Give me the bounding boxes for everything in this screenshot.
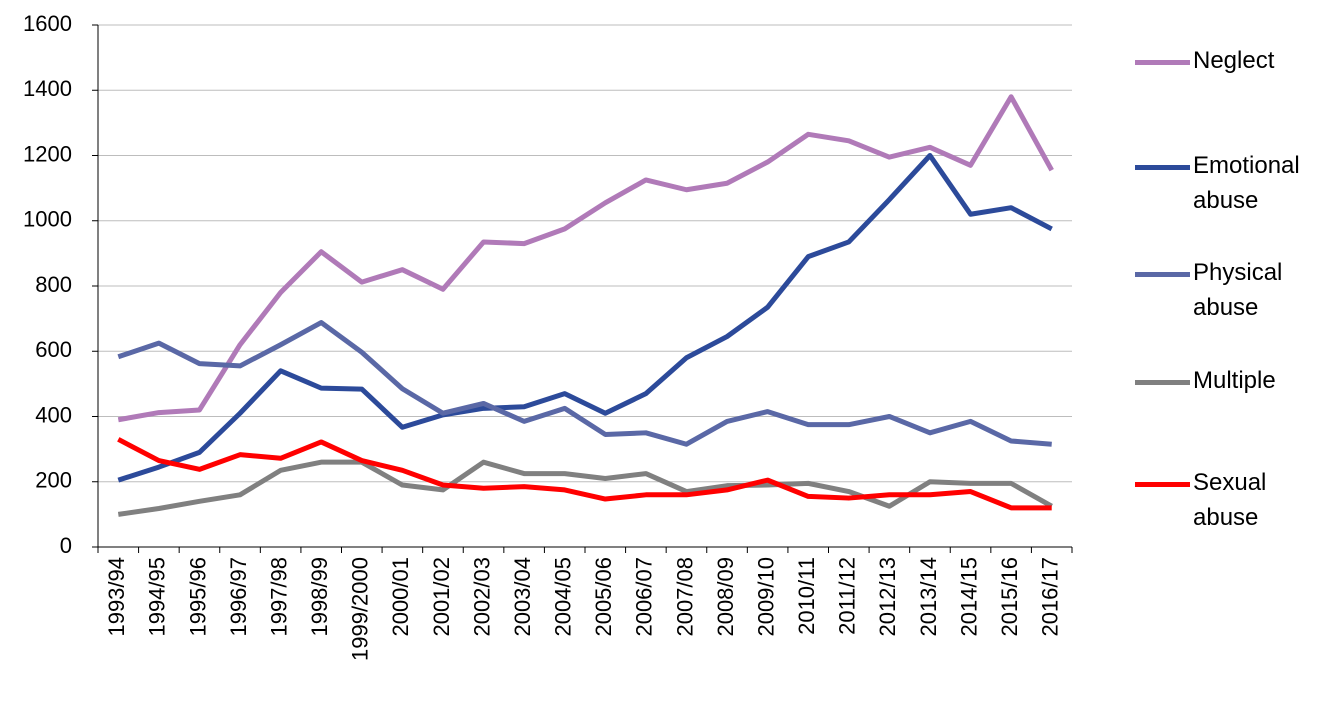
y-tick-label: 1600 — [23, 11, 72, 36]
x-tick-label: 2013/14 — [916, 557, 941, 637]
x-tick-label: 1993/94 — [104, 557, 129, 637]
x-tick-label: 2001/02 — [429, 557, 454, 637]
legend-label: Neglect — [1193, 47, 1275, 74]
x-tick-label: 2016/17 — [1038, 557, 1063, 637]
x-tick-label: 2000/01 — [388, 557, 413, 637]
x-tick-label: 1995/96 — [185, 557, 210, 637]
x-tick-label: 2005/06 — [591, 557, 616, 637]
y-tick-label: 1400 — [23, 76, 72, 101]
x-tick-label: 1994/95 — [145, 557, 170, 637]
x-tick-label: 2009/10 — [753, 557, 778, 637]
legend-label: Sexual abuse — [1193, 469, 1267, 531]
legend-swatch — [1135, 165, 1190, 170]
series-line — [117, 153, 1053, 483]
x-tick-label: 2011/12 — [835, 557, 860, 635]
legend-item: Multiple — [1135, 367, 1318, 398]
y-tick-label: 200 — [35, 468, 72, 493]
legend-item: Physical abuse — [1135, 259, 1318, 325]
legend-item: Neglect — [1135, 47, 1318, 78]
legend-label: Emotional abuse — [1193, 152, 1300, 214]
legend-swatch — [1135, 60, 1190, 65]
series-line — [117, 459, 1053, 517]
x-tick-label: 2007/08 — [672, 557, 697, 637]
legend-label: Multiple — [1193, 367, 1276, 394]
x-tick-label: 2012/13 — [875, 557, 900, 637]
legend-item: Emotional abuse — [1135, 152, 1318, 218]
x-tick-label: 2008/09 — [713, 557, 738, 637]
x-tick-label: 1998/99 — [307, 557, 332, 637]
x-tick-label: 2014/15 — [956, 557, 981, 637]
y-tick-label: 800 — [35, 272, 72, 297]
series-line — [117, 94, 1054, 423]
legend-item: Sexual abuse — [1135, 469, 1318, 535]
legend-swatch — [1135, 380, 1190, 385]
y-tick-label: 400 — [35, 402, 72, 427]
series-line — [117, 320, 1052, 447]
y-tick-label: 1200 — [23, 141, 72, 166]
legend-label: Physical abuse — [1193, 259, 1283, 321]
y-tick-label: 600 — [35, 337, 72, 362]
x-tick-label: 2002/03 — [469, 557, 494, 637]
x-tick-label: 2004/05 — [551, 557, 576, 637]
series-line — [117, 437, 1052, 511]
legend-swatch — [1135, 272, 1190, 277]
legend-swatch — [1135, 482, 1190, 487]
x-tick-label: 2006/07 — [632, 557, 657, 637]
x-tick-label: 2010/11 — [794, 557, 819, 635]
x-tick-label: 1997/98 — [266, 557, 291, 637]
x-tick-label: 2003/04 — [510, 557, 535, 637]
y-tick-label: 1000 — [23, 207, 72, 232]
x-tick-label: 2015/16 — [997, 557, 1022, 637]
x-tick-label: 1996/97 — [226, 557, 251, 637]
y-tick-label: 0 — [60, 533, 72, 558]
x-tick-label: 1999/2000 — [348, 557, 373, 661]
